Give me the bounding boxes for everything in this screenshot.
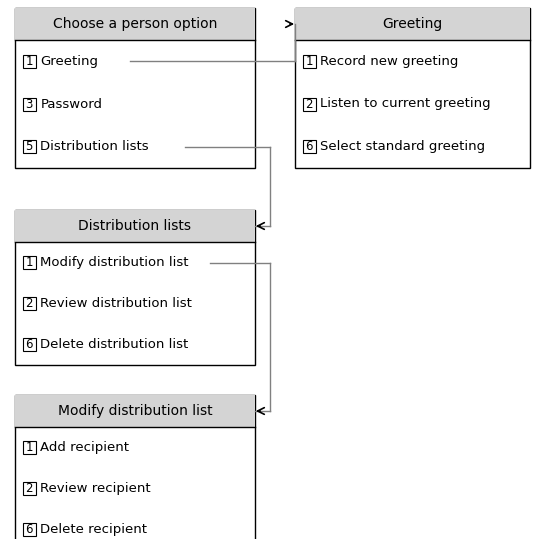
Bar	[23, 98, 36, 110]
Bar	[23, 140, 36, 153]
Text: 6: 6	[305, 140, 313, 153]
Bar	[302, 55, 315, 68]
Text: Password: Password	[40, 98, 103, 110]
Text: Delete distribution list: Delete distribution list	[40, 338, 189, 351]
Bar	[23, 256, 36, 269]
Text: 1: 1	[25, 256, 33, 269]
Text: Greeting: Greeting	[382, 17, 443, 31]
Bar	[295, 8, 530, 168]
Text: Delete recipient: Delete recipient	[40, 523, 147, 536]
Text: Review distribution list: Review distribution list	[40, 297, 192, 310]
Bar	[23, 55, 36, 68]
Bar	[23, 523, 36, 536]
Text: 6: 6	[25, 338, 33, 351]
Text: 6: 6	[25, 523, 33, 536]
Text: Choose a person option: Choose a person option	[53, 17, 217, 31]
Text: 3: 3	[25, 98, 33, 110]
Text: Distribution lists: Distribution lists	[40, 140, 149, 153]
Bar	[23, 297, 36, 310]
Text: Modify distribution list: Modify distribution list	[58, 404, 212, 418]
Text: 1: 1	[305, 55, 313, 68]
Text: Add recipient: Add recipient	[40, 441, 130, 454]
Text: 2: 2	[25, 482, 33, 495]
Bar	[295, 8, 530, 40]
Text: Select standard greeting: Select standard greeting	[321, 140, 485, 153]
Bar	[15, 210, 255, 365]
Text: Review recipient: Review recipient	[40, 482, 151, 495]
Text: 1: 1	[25, 55, 33, 68]
Bar	[23, 482, 36, 495]
Text: Greeting: Greeting	[40, 55, 98, 68]
Bar	[15, 8, 255, 168]
Text: Record new greeting: Record new greeting	[321, 55, 459, 68]
Bar	[15, 210, 255, 242]
Text: 2: 2	[25, 297, 33, 310]
Bar	[302, 98, 315, 110]
Text: Listen to current greeting: Listen to current greeting	[321, 98, 491, 110]
Bar	[15, 395, 255, 427]
Bar	[15, 8, 255, 40]
Text: Modify distribution list: Modify distribution list	[40, 256, 189, 269]
Bar	[23, 441, 36, 454]
Text: 1: 1	[25, 441, 33, 454]
Bar	[302, 140, 315, 153]
Bar	[15, 395, 255, 539]
Text: 5: 5	[25, 140, 33, 153]
Bar	[23, 338, 36, 351]
Text: 2: 2	[305, 98, 313, 110]
Text: Distribution lists: Distribution lists	[78, 219, 192, 233]
